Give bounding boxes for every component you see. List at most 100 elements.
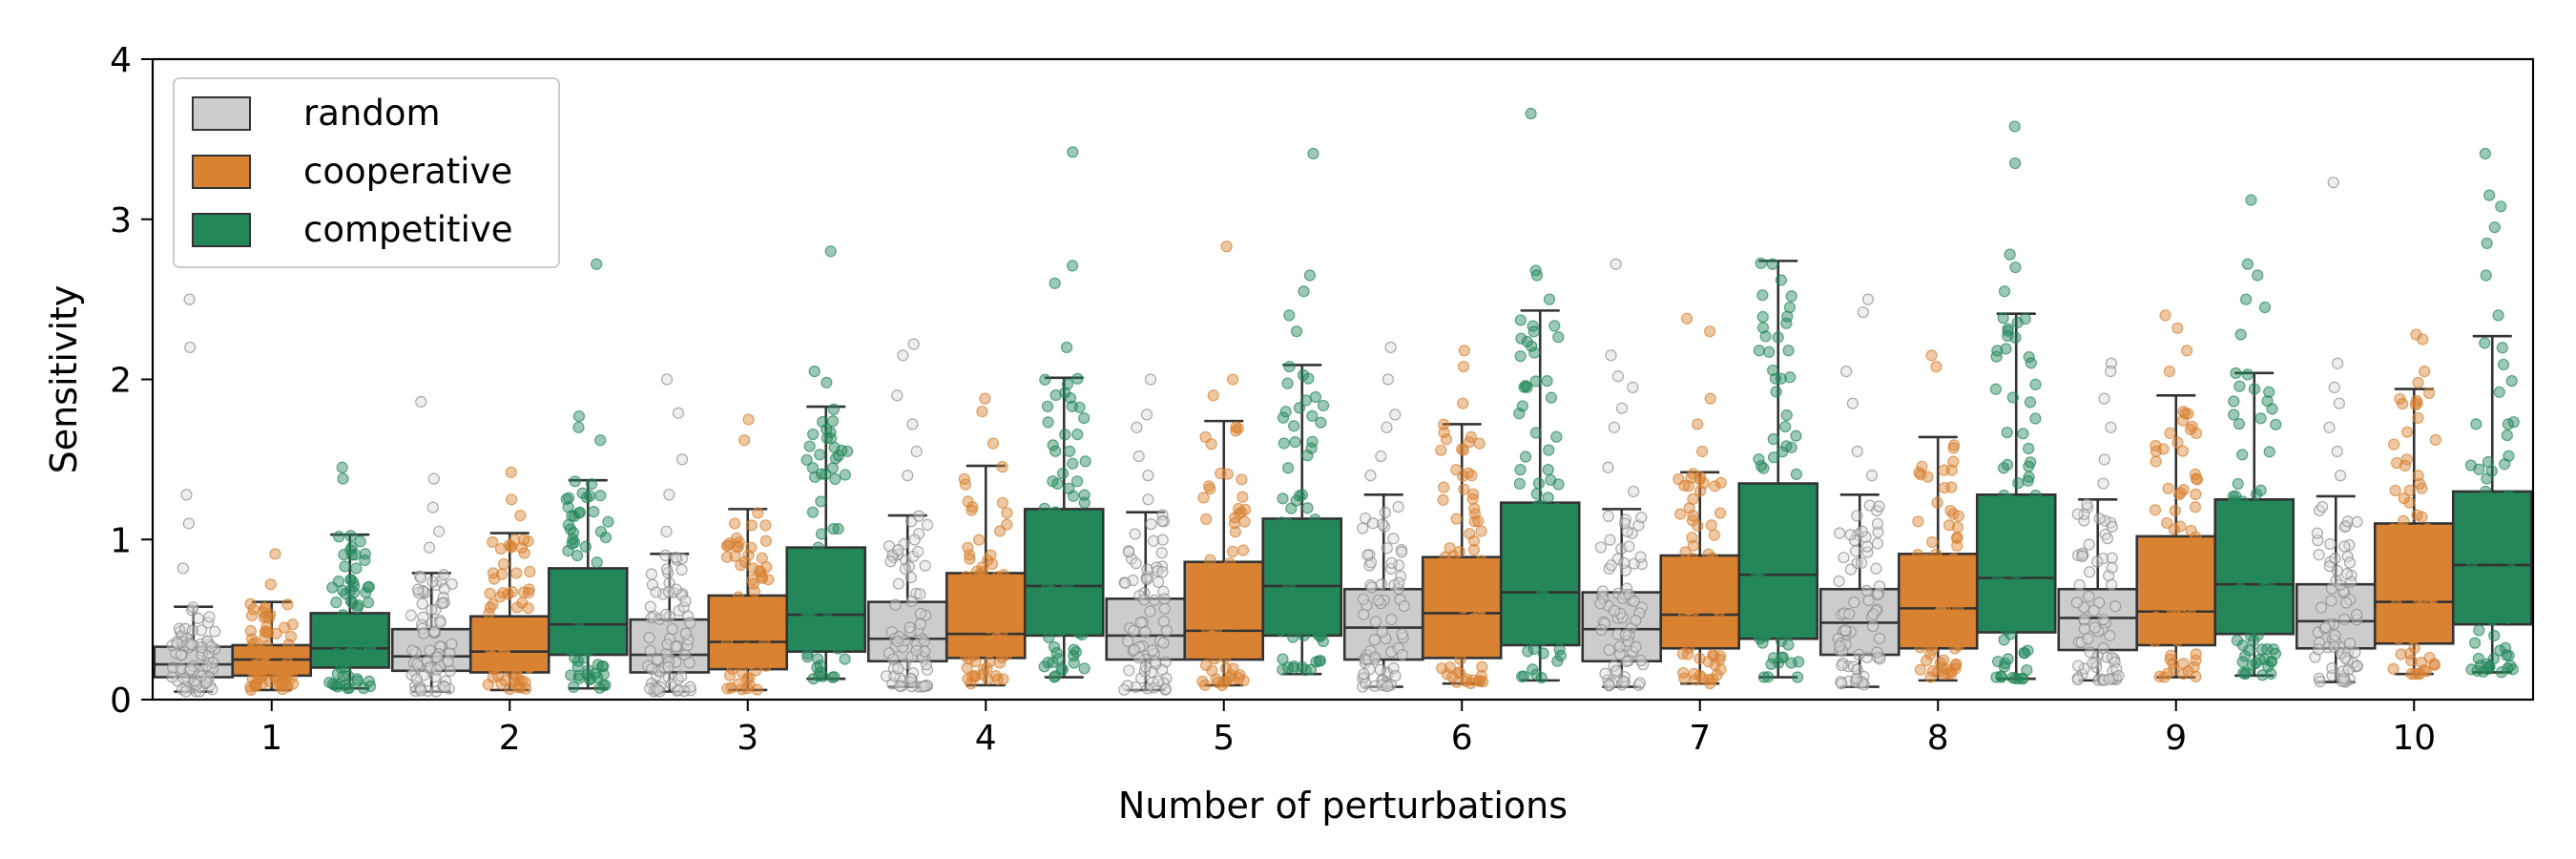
data-point [1755, 257, 1767, 269]
data-point [758, 637, 771, 649]
data-point [1364, 644, 1377, 658]
data-point [495, 678, 508, 690]
data-point [1444, 542, 1456, 555]
data-point [2023, 442, 2035, 455]
data-point [1770, 386, 1782, 398]
data-point [921, 518, 934, 531]
strip-points [166, 293, 221, 698]
data-point [675, 563, 688, 576]
data-point [2166, 614, 2178, 626]
data-point [2267, 589, 2279, 601]
data-point [1296, 489, 1309, 501]
data-point [286, 678, 300, 690]
x-tick-label: 9 [2165, 719, 2187, 758]
data-point [192, 612, 204, 625]
outlier-point [1384, 341, 1397, 354]
data-point [2257, 550, 2271, 562]
data-point [2411, 509, 2423, 521]
data-point [1782, 345, 1795, 357]
data-point [1603, 643, 1615, 657]
data-point [568, 510, 581, 522]
data-point [2429, 433, 2441, 446]
data-point [2486, 538, 2499, 551]
data-point [2268, 543, 2280, 555]
outlier-point [337, 472, 349, 485]
data-point [1236, 491, 1249, 503]
data-point [1860, 584, 1873, 597]
outlier-point [1060, 341, 1073, 354]
data-point [2188, 660, 2200, 674]
outlier-point [505, 466, 517, 478]
data-point [1620, 655, 1632, 668]
data-point [415, 572, 427, 584]
data-point [1315, 629, 1327, 641]
data-point [599, 532, 613, 544]
data-point [1439, 551, 1451, 563]
data-point [969, 655, 982, 668]
data-point [996, 461, 1008, 473]
data-point [964, 553, 976, 565]
data-point [193, 685, 206, 698]
data-point [1790, 430, 1802, 442]
data-point [1914, 588, 1926, 600]
data-point [2156, 576, 2169, 589]
data-point [2263, 386, 2275, 398]
outlier-point [572, 421, 585, 433]
data-point [1850, 672, 1862, 685]
data-point [1521, 381, 1533, 393]
data-point [904, 625, 917, 639]
data-point [588, 505, 600, 518]
data-point [1152, 576, 1165, 588]
data-point [963, 576, 975, 589]
data-point [1358, 608, 1370, 620]
outlier-point [1766, 258, 1778, 270]
data-point [1145, 518, 1157, 531]
data-point [1463, 467, 1475, 479]
data-point [1361, 549, 1374, 561]
data-point [904, 571, 917, 584]
data-point [2078, 622, 2090, 635]
data-point [2177, 626, 2190, 639]
data-point [405, 609, 417, 621]
data-point [1548, 320, 1561, 332]
data-point [1283, 360, 1296, 373]
data-point [1848, 596, 1860, 609]
outlier-point [336, 461, 348, 473]
data-point [1849, 545, 1862, 557]
data-point [1073, 612, 1086, 624]
data-point [735, 619, 747, 632]
data-point [1156, 566, 1169, 578]
data-point [652, 683, 664, 696]
data-point [1067, 490, 1080, 502]
outlier-point [2483, 189, 2496, 201]
data-point [171, 638, 184, 650]
data-point [522, 587, 535, 599]
data-point [1703, 673, 1715, 686]
data-point [918, 680, 930, 693]
data-point [1379, 507, 1391, 519]
data-point [1514, 314, 1527, 326]
data-point [1233, 613, 1246, 625]
data-point [1441, 668, 1453, 681]
data-point [1230, 425, 1242, 437]
y-tick-label: 3 [110, 201, 132, 241]
data-point [1989, 383, 2002, 395]
data-point [342, 681, 354, 695]
outlier-point [591, 258, 603, 270]
data-point [2239, 650, 2252, 662]
data-point [1686, 552, 1699, 565]
data-point [2006, 391, 2019, 404]
data-point [2387, 523, 2399, 535]
data-point [523, 660, 535, 673]
data-point [1694, 566, 1707, 578]
data-point [2265, 667, 2277, 681]
data-point [1867, 608, 1880, 620]
data-point [2171, 436, 2184, 449]
box-cooperative-3 [707, 594, 789, 671]
data-point [666, 623, 678, 636]
outlier-point [2105, 366, 2117, 378]
data-point [566, 587, 578, 599]
data-point [1279, 406, 1292, 418]
data-point [996, 651, 1008, 664]
data-point [740, 641, 753, 654]
